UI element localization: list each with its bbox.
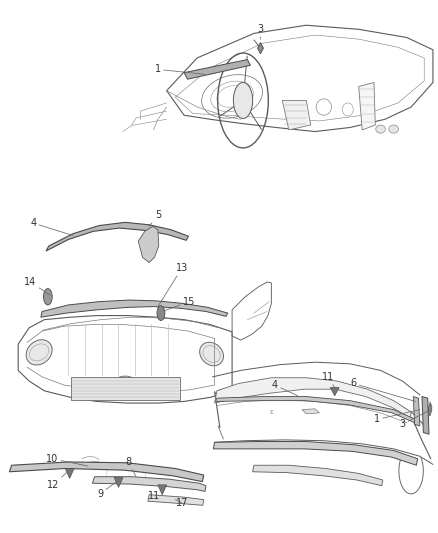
Text: 3: 3 [399,410,431,430]
Polygon shape [148,495,204,505]
Polygon shape [158,485,166,495]
Ellipse shape [112,376,138,394]
Text: ε: ε [269,409,273,415]
Polygon shape [359,83,375,130]
Text: 5: 5 [149,210,161,227]
Text: 13: 13 [158,263,188,306]
Polygon shape [65,469,74,478]
Text: 9: 9 [97,481,118,499]
Polygon shape [184,60,251,79]
Polygon shape [427,403,432,416]
Text: 1: 1 [155,64,205,75]
Polygon shape [138,227,159,262]
Text: 4: 4 [272,380,297,395]
Ellipse shape [200,342,223,366]
Polygon shape [213,441,418,465]
Polygon shape [114,478,123,487]
Text: 11: 11 [148,487,162,500]
Polygon shape [253,465,383,486]
Text: 1: 1 [374,410,420,424]
Polygon shape [413,397,420,426]
Polygon shape [92,477,206,491]
Ellipse shape [26,340,52,365]
Polygon shape [71,377,180,400]
Polygon shape [219,389,229,398]
Polygon shape [215,378,411,418]
Circle shape [157,306,165,320]
Text: 6: 6 [350,378,416,401]
Polygon shape [10,462,204,482]
Polygon shape [302,409,319,414]
Text: 15: 15 [164,297,195,311]
Text: 14: 14 [24,277,50,295]
Polygon shape [46,222,188,251]
Text: 17: 17 [175,498,188,508]
Text: 8: 8 [126,457,136,477]
Text: 3: 3 [258,25,264,39]
Ellipse shape [389,125,399,133]
Polygon shape [215,397,416,423]
Circle shape [43,288,52,305]
Text: 12: 12 [47,471,68,490]
Text: 10: 10 [46,454,88,466]
Polygon shape [283,101,311,130]
Polygon shape [41,300,228,317]
Polygon shape [258,43,264,54]
Polygon shape [422,397,429,434]
Ellipse shape [376,125,385,133]
Circle shape [233,83,253,118]
Text: 4: 4 [30,218,73,236]
Polygon shape [330,387,339,395]
Text: 11: 11 [322,372,335,389]
